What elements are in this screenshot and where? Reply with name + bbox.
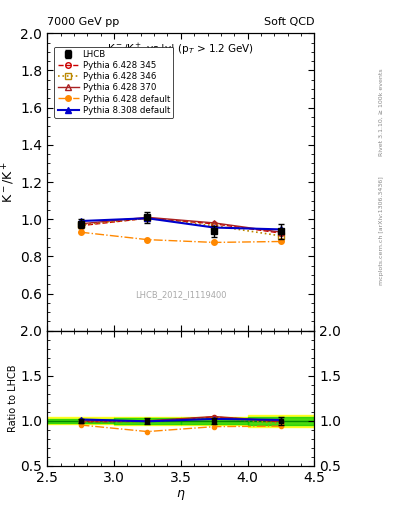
Y-axis label: K$^-$/K$^+$: K$^-$/K$^+$ [1, 161, 17, 203]
X-axis label: $\eta$: $\eta$ [176, 487, 185, 502]
Text: K$^-$/K$^+$ vs |y| (p$_T$ > 1.2 GeV): K$^-$/K$^+$ vs |y| (p$_T$ > 1.2 GeV) [107, 42, 254, 57]
Text: LHCB_2012_I1119400: LHCB_2012_I1119400 [135, 290, 226, 300]
Text: Soft QCD: Soft QCD [264, 16, 314, 27]
Legend: LHCB, Pythia 6.428 345, Pythia 6.428 346, Pythia 6.428 370, Pythia 6.428 default: LHCB, Pythia 6.428 345, Pythia 6.428 346… [54, 47, 173, 118]
Text: mcplots.cern.ch [arXiv:1306.3436]: mcplots.cern.ch [arXiv:1306.3436] [379, 176, 384, 285]
Text: 7000 GeV pp: 7000 GeV pp [47, 16, 119, 27]
Y-axis label: Ratio to LHCB: Ratio to LHCB [7, 365, 18, 432]
Text: Rivet 3.1.10, ≥ 100k events: Rivet 3.1.10, ≥ 100k events [379, 69, 384, 157]
